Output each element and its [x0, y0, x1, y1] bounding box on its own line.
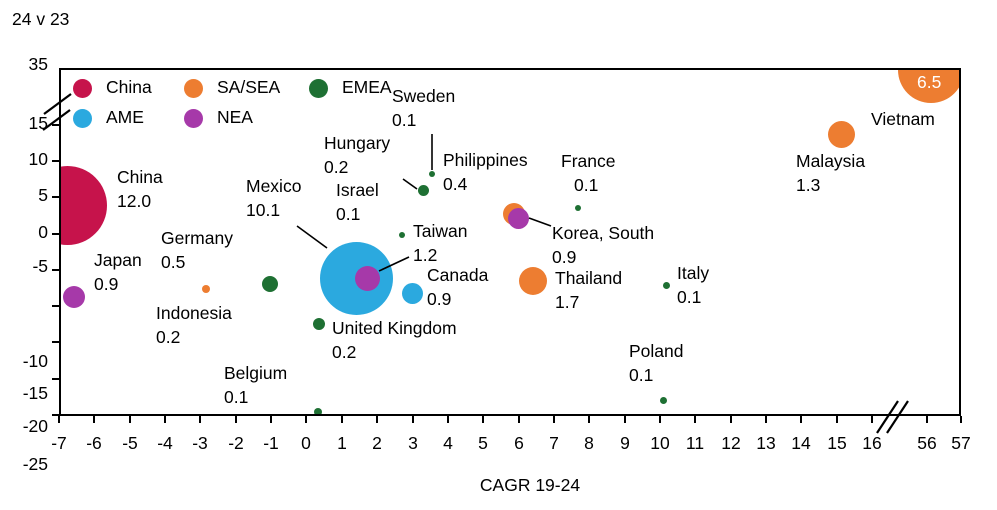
y-tick — [52, 414, 59, 417]
y-tick — [52, 160, 59, 163]
x-tick — [960, 416, 963, 423]
x-tick-label: -5 — [122, 433, 138, 453]
y-tick — [52, 378, 59, 381]
x-tick-label: 9 — [620, 433, 630, 453]
x-tick — [129, 416, 132, 423]
bubble-thailand — [518, 267, 547, 295]
bubble-taiwan — [355, 265, 380, 291]
x-tick — [730, 416, 733, 423]
bubble-korea-south — [508, 208, 529, 229]
x-tick-label: -7 — [51, 433, 67, 453]
x-tick — [765, 416, 768, 423]
bubble-hungary — [418, 185, 429, 196]
x-tick — [412, 416, 415, 423]
x-tick-label: 57 — [951, 433, 971, 453]
bubble-germany — [262, 275, 278, 292]
x-tick-label: 4 — [443, 433, 453, 453]
x-tick-label: 11 — [685, 433, 705, 453]
x-tick-label: -4 — [157, 433, 173, 453]
bubble-italy — [663, 281, 670, 289]
x-tick — [58, 416, 61, 423]
y-tick-label: -5 — [32, 256, 48, 276]
x-tick-label: 10 — [650, 433, 670, 453]
x-tick — [871, 416, 874, 423]
bubble-belgium — [314, 407, 322, 416]
bubble-poland — [659, 396, 667, 404]
y-tick — [52, 196, 59, 199]
y-tick-label: 35 — [28, 54, 48, 74]
x-tick-label: -1 — [263, 433, 279, 453]
x-tick-label: 14 — [791, 433, 811, 453]
y-tick — [52, 233, 59, 236]
x-tick-label: -2 — [228, 433, 244, 453]
x-tick — [518, 416, 521, 423]
plot-area — [59, 68, 961, 416]
x-tick — [659, 416, 662, 423]
x-tick — [800, 416, 803, 423]
x-tick — [447, 416, 450, 423]
x-tick — [270, 416, 273, 423]
x-tick-label: 12 — [721, 433, 741, 453]
x-tick — [624, 416, 627, 423]
x-tick — [199, 416, 202, 423]
x-tick-label: 2 — [372, 433, 382, 453]
y-tick-label: 0 — [38, 222, 48, 242]
bubble-israel — [398, 231, 405, 238]
bubble-united-kingdom — [312, 318, 325, 330]
y-tick-label: -20 — [22, 416, 48, 436]
y-tick — [52, 305, 59, 308]
y-tick-label: 15 — [28, 113, 48, 133]
x-tick — [341, 416, 344, 423]
bubble-sweden — [428, 171, 435, 177]
x-tick-label: 15 — [827, 433, 847, 453]
bubble-canada — [401, 282, 423, 304]
x-tick — [588, 416, 591, 423]
x-tick-label: 5 — [478, 433, 488, 453]
x-tick-label: 6 — [514, 433, 524, 453]
x-tick-label: 13 — [756, 433, 776, 453]
x-tick-label: 3 — [408, 433, 418, 453]
x-tick-label: 8 — [584, 433, 594, 453]
y-tick-label: -10 — [22, 351, 48, 371]
x-tick-label: -3 — [192, 433, 208, 453]
x-tick — [482, 416, 485, 423]
y-tick-label: -15 — [22, 383, 48, 403]
x-tick-label: -6 — [86, 433, 102, 453]
x-tick — [164, 416, 167, 423]
x-tick — [694, 416, 697, 423]
x-tick-label: 0 — [301, 433, 311, 453]
y-tick-label: -25 — [22, 454, 48, 474]
y-tick — [52, 341, 59, 344]
x-tick — [376, 416, 379, 423]
bubble-china — [59, 165, 107, 245]
y-tick-label: 10 — [28, 149, 48, 169]
bubble-vietnam — [897, 68, 961, 103]
x-axis-title: CAGR 19-24 — [479, 475, 581, 495]
bubble-france — [575, 205, 581, 211]
bubble-malaysia — [827, 120, 855, 148]
y-tick — [52, 269, 59, 272]
bubble-japan — [62, 286, 85, 308]
chart-title: 24 v 23 — [12, 9, 70, 29]
x-tick — [305, 416, 308, 423]
y-tick-label: 5 — [38, 185, 48, 205]
bubble-indonesia — [201, 284, 210, 293]
x-tick-label: 1 — [337, 433, 347, 453]
x-tick — [93, 416, 96, 423]
y-tick — [52, 124, 59, 127]
x-tick — [235, 416, 238, 423]
x-tick — [926, 416, 929, 423]
x-tick-label: 16 — [862, 433, 882, 453]
x-tick — [836, 416, 839, 423]
x-tick-label: 7 — [549, 433, 559, 453]
x-tick — [553, 416, 556, 423]
x-tick-label: 56 — [917, 433, 937, 453]
